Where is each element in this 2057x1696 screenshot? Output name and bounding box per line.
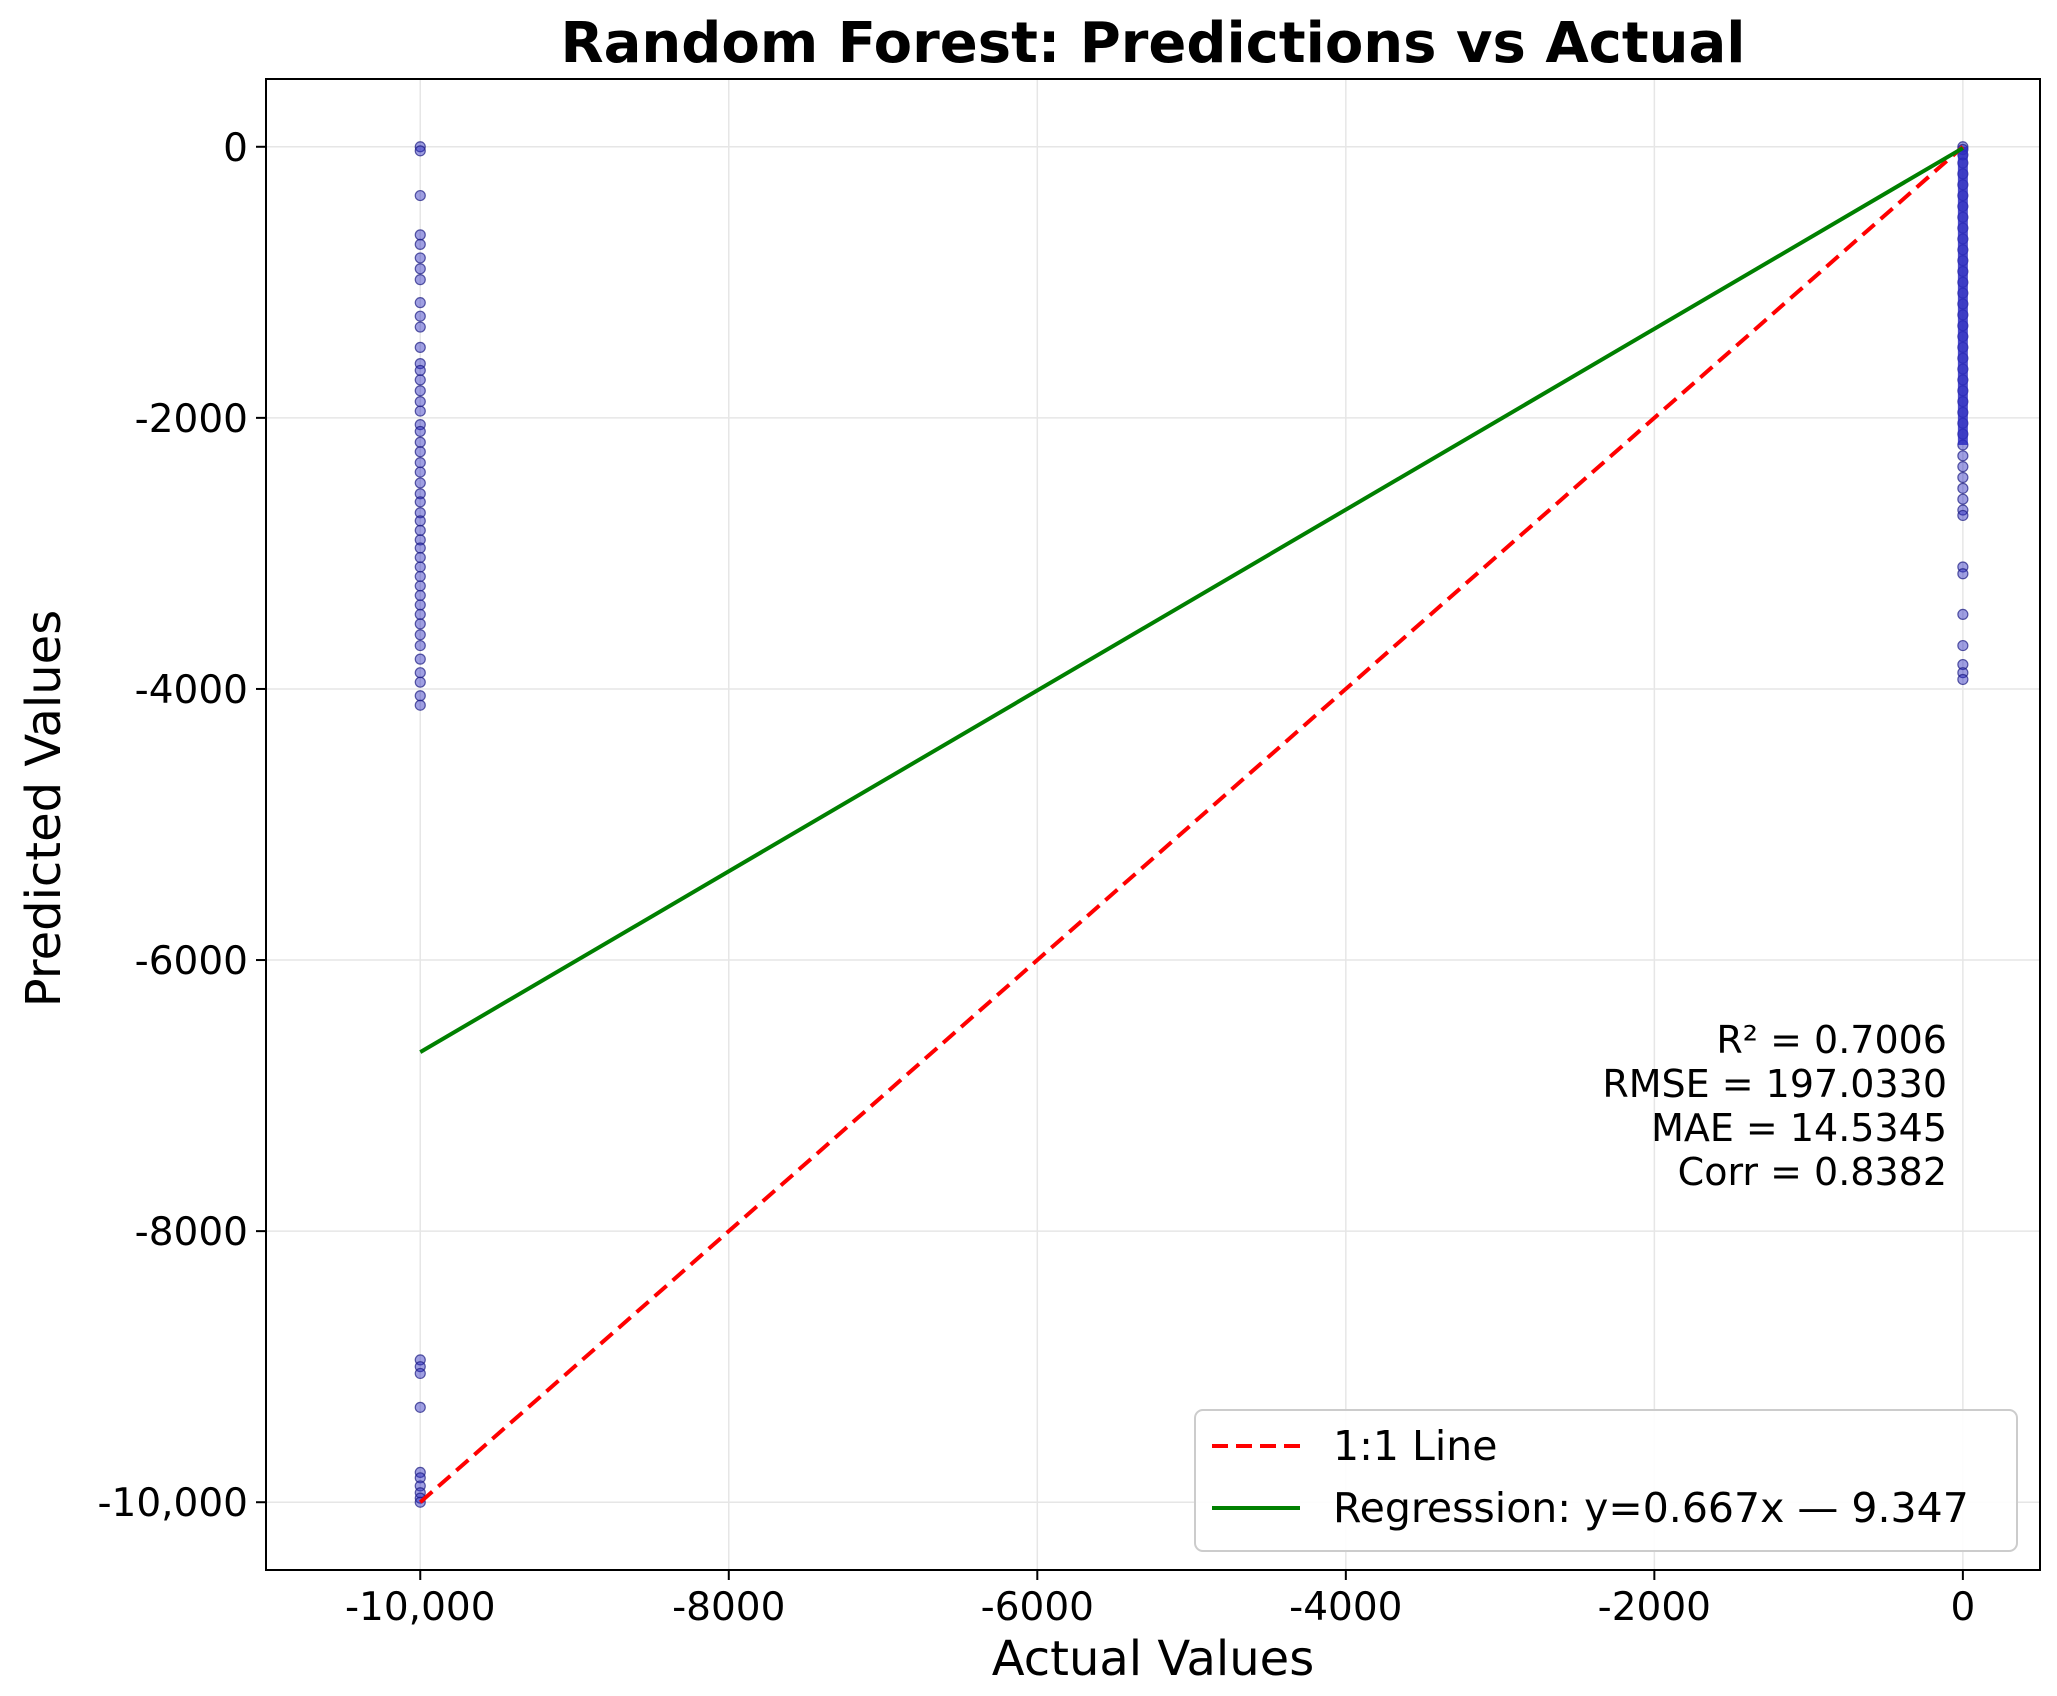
data-point [414,436,426,448]
x-tick-label: -6000 [981,1585,1094,1630]
legend-label: Regression: y=0.667x — 9.347 [1333,1484,1969,1532]
data-point [414,252,426,264]
data-point [414,629,426,641]
data-point [1957,471,1969,484]
dense-point-band [1957,146,1968,445]
y-tick-label: -6000 [135,939,248,984]
data-point [414,551,426,564]
x-tick-label: -2000 [1598,1585,1711,1630]
data-point [414,599,426,611]
data-point [1957,673,1969,686]
data-point [414,321,426,333]
data-point [414,1401,426,1413]
data-point [414,580,426,592]
data-point [414,263,426,275]
data-point [414,667,426,679]
identity-line [418,145,1965,1504]
data-point [414,699,426,711]
stat-line: R² = 0.7006 [1716,1018,1947,1062]
data-point [1957,639,1969,652]
data-point [414,274,426,286]
data-point [414,145,426,157]
x-axis-ticks: -10,000 -8000 -6000 -4000 -2000 0 [345,1570,1975,1630]
data-point [414,425,426,438]
plot-frame [265,78,2041,1571]
y-axis-label: Predicted Values [16,610,72,1007]
data-point [414,488,426,500]
legend: 1:1 Line Regression: y=0.667x — 9.347 [1194,1409,2018,1552]
chart-title: Random Forest: Predictions vs Actual [561,11,1746,76]
data-point [414,229,426,241]
data-point [414,608,426,621]
y-tick-label: -8000 [135,1210,248,1255]
data-point [1957,608,1969,621]
data-point [1957,493,1969,505]
data-point [414,395,426,408]
legend-box [1194,1409,2018,1552]
data-point [1957,509,1969,522]
stat-line: MAE = 14.5345 [1651,1106,1947,1150]
x-tick-label: -10,000 [345,1585,496,1630]
grid [266,79,2040,1570]
data-point [414,477,426,489]
data-point [414,1367,426,1380]
data-point [1957,450,1969,462]
data-point [414,364,426,377]
data-point [414,456,426,469]
data-point [414,141,426,153]
data-point [414,507,426,519]
data-point [414,405,426,417]
data-point [1957,461,1969,473]
y-tick-label: -10,000 [97,1481,248,1526]
y-tick-label: 0 [223,126,248,171]
x-tick-label: -4000 [1289,1585,1402,1630]
data-point [414,534,426,546]
data-point [414,561,426,573]
data-point [414,542,426,554]
data-points [414,141,1969,1508]
data-point [414,374,426,386]
series-lines [418,145,1965,1504]
data-point [414,570,426,583]
stat-line: Corr = 0.8382 [1678,1150,1947,1194]
data-point [414,676,426,688]
data-point [414,341,426,353]
data-point [414,466,426,478]
x-tick-label: -8000 [672,1585,785,1630]
legend-label: 1:1 Line [1333,1422,1497,1470]
data-point [414,524,426,536]
data-point [414,690,426,702]
data-point [414,496,426,508]
x-axis-label: Actual Values [992,1631,1314,1687]
data-point [414,653,426,665]
data-point [414,310,426,322]
y-tick-label: -4000 [135,668,248,713]
data-point [414,446,426,458]
y-axis-ticks: 0 -2000 -4000 -6000 -8000 -10,000 [97,126,266,1526]
data-point [1957,568,1969,580]
x-tick-label: 0 [1950,1585,1975,1630]
data-point [1957,658,1969,671]
data-point [414,297,426,309]
data-point [414,189,426,202]
data-point [414,639,426,652]
regression-line [419,146,1964,1054]
data-point [414,385,426,397]
y-tick-label: -2000 [135,397,248,442]
data-point [414,515,426,527]
data-point [414,238,426,250]
data-point [414,589,426,602]
data-point [414,1472,426,1484]
stat-line: RMSE = 197.0330 [1602,1062,1947,1106]
data-point [414,618,426,630]
data-point [1957,482,1969,494]
